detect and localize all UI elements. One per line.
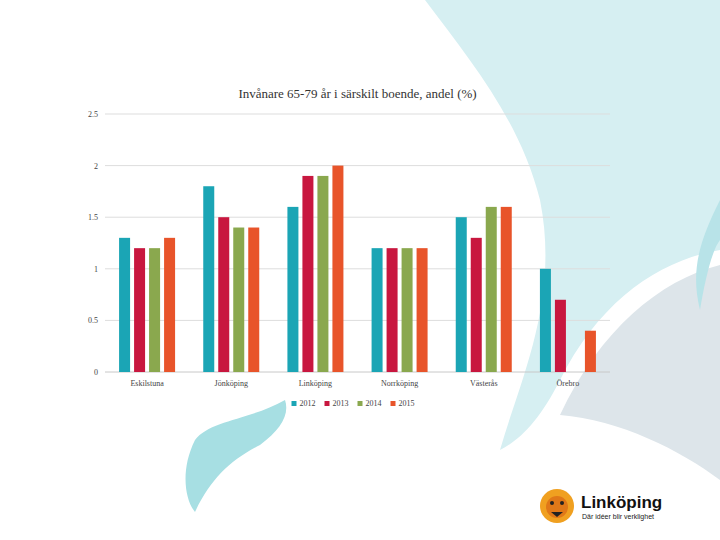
y-tick-label: 0 [94, 368, 98, 377]
bar [471, 238, 482, 372]
logo-icon [540, 489, 574, 523]
bar [203, 186, 214, 372]
y-tick-label: 1 [94, 265, 98, 274]
bar [332, 166, 343, 372]
logo: LinköpingDär idéer blir verklighet [540, 489, 662, 523]
y-axis: 0 0.5 1 1.5 2 2.5 [88, 110, 610, 377]
bar [134, 248, 145, 372]
x-tick-label: Linköping [299, 379, 332, 388]
grid-line [105, 165, 610, 166]
bar [119, 238, 130, 372]
legend-swatch [325, 401, 330, 406]
bar [248, 228, 259, 372]
logo-icon [550, 501, 554, 505]
bar [149, 248, 160, 372]
legend-label: 2013 [333, 399, 349, 408]
grid-line [105, 268, 610, 269]
grid-line [105, 217, 610, 218]
bar [540, 269, 551, 372]
logo-name: Linköping [581, 493, 662, 512]
bar [417, 248, 428, 372]
bar [555, 300, 566, 372]
legend-label: 2015 [399, 399, 415, 408]
x-tick-label: Norrköping [381, 379, 418, 388]
bar [233, 228, 244, 372]
x-tick-label: Jönköping [215, 379, 248, 388]
legend-label: 2014 [366, 399, 382, 408]
x-tick-label: Örebro [557, 379, 580, 388]
y-tick-label: 1.5 [88, 213, 98, 222]
bar [585, 331, 596, 372]
bar [317, 176, 328, 372]
legend: 2012 2013 2014 2015 [292, 399, 415, 408]
slide: Invånare 65-79 år i särskilt boende, and… [0, 0, 720, 540]
bar [486, 207, 497, 372]
grid-line [105, 372, 610, 373]
legend-swatch [292, 401, 297, 406]
bar [387, 248, 398, 372]
background [186, 0, 720, 512]
bg-shape [186, 400, 287, 512]
y-tick-label: 2.5 [88, 110, 98, 119]
chart: Invånare 65-79 år i särskilt boende, and… [0, 0, 720, 540]
x-axis: Eskilstuna Jönköping Linköping Norrköping Vä… [130, 379, 579, 388]
title: Invånare 65-79 år i särskilt boende, and… [238, 86, 476, 101]
x-tick-label: Västerås [470, 379, 498, 388]
bg-shape [696, 200, 720, 310]
bar [218, 217, 229, 372]
bars [119, 166, 596, 372]
logo-icon [546, 496, 568, 518]
bar [287, 207, 298, 372]
bar [164, 238, 175, 372]
logo-tagline: Där idéer blir verklighet [582, 513, 654, 521]
legend-label: 2012 [300, 399, 316, 408]
bar [402, 248, 413, 372]
x-tick-label: Eskilstuna [130, 379, 164, 388]
legend-swatch [391, 401, 396, 406]
bar [501, 207, 512, 372]
y-tick-label: 0.5 [88, 316, 98, 325]
bar [456, 217, 467, 372]
grid-line [105, 114, 610, 115]
y-tick-label: 2 [94, 162, 98, 171]
bar [372, 248, 383, 372]
logo-icon [560, 501, 564, 505]
logo-icon [551, 512, 563, 517]
bar [302, 176, 313, 372]
legend-swatch [358, 401, 363, 406]
grid-line [105, 320, 610, 321]
